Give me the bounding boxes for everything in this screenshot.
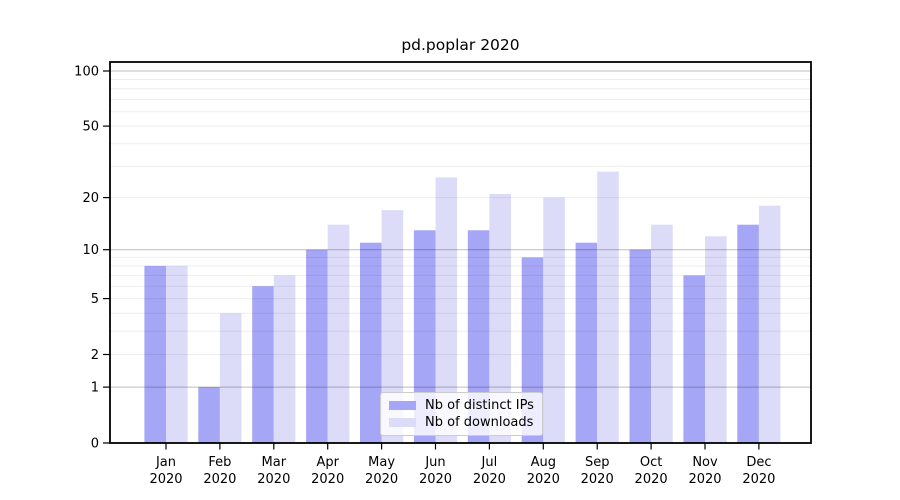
x-tick-year-jun: 2020	[419, 472, 452, 487]
legend-label-distinct-ips: Nb of distinct IPs	[425, 397, 534, 413]
x-tick-year-feb: 2020	[203, 472, 236, 487]
y-tick-label-0: 0	[91, 437, 99, 452]
x-tick-year-oct: 2020	[635, 472, 668, 487]
x-tick-year-may: 2020	[365, 472, 398, 487]
bar-distinct-ips-sep	[575, 242, 598, 443]
x-tick-label-mar: Mar	[262, 455, 287, 470]
bar-downloads-jul	[489, 193, 511, 443]
x-tick-label-oct: Oct	[640, 455, 662, 470]
x-tick-label-aug: Aug	[531, 455, 556, 470]
bar-downloads-nov	[705, 236, 727, 443]
legend-label-downloads: Nb of downloads	[425, 414, 534, 430]
bar-downloads-feb	[219, 313, 242, 443]
x-tick-year-sep: 2020	[581, 472, 614, 487]
plot-frame	[109, 61, 812, 444]
chart-title: pd.poplar 2020	[401, 36, 520, 54]
bar-distinct-ips-feb	[198, 387, 220, 443]
x-tick-label-dec: Dec	[746, 455, 771, 470]
legend-swatch-distinct-ips	[389, 400, 416, 410]
x-tick-label-apr: Apr	[316, 455, 339, 470]
bar-distinct-ips-oct	[629, 249, 652, 443]
x-tick-label-may: May	[368, 455, 395, 470]
bar-distinct-ips-jun	[413, 230, 436, 443]
y-tick-label-20: 20	[82, 191, 99, 206]
bar-downloads-apr	[327, 224, 350, 443]
bar-downloads-dec	[758, 205, 781, 443]
x-tick-label-sep: Sep	[585, 455, 610, 470]
y-tick-label-1: 1	[91, 381, 99, 396]
bar-downloads-oct	[651, 224, 673, 443]
y-tick-label-2: 2	[91, 348, 99, 363]
x-tick-year-apr: 2020	[311, 472, 344, 487]
bar-downloads-sep	[597, 171, 619, 443]
bar-distinct-ips-dec	[737, 224, 759, 443]
bar-downloads-may	[381, 210, 404, 443]
y-tick-label-5: 5	[91, 292, 99, 307]
y-tick-label-10: 10	[82, 243, 99, 258]
x-tick-year-aug: 2020	[527, 472, 560, 487]
y-tick-label-50: 50	[82, 120, 99, 135]
x-tick-year-mar: 2020	[257, 472, 290, 487]
bar-downloads-jun	[435, 177, 458, 443]
bar-distinct-ips-apr	[306, 249, 328, 443]
x-tick-label-jul: Jul	[481, 455, 498, 470]
legend-item-downloads: Nb of downloads	[389, 414, 534, 430]
x-tick-year-jul: 2020	[473, 472, 506, 487]
legend: Nb of distinct IPs Nb of downloads	[380, 392, 543, 436]
bar-downloads-jan	[166, 265, 188, 443]
bar-distinct-ips-jul	[467, 230, 490, 443]
x-tick-label-feb: Feb	[208, 455, 231, 470]
bar-downloads-aug	[543, 197, 565, 443]
x-tick-label-nov: Nov	[692, 455, 718, 470]
bar-distinct-ips-mar	[252, 286, 274, 443]
x-tick-label-jan: Jan	[155, 455, 176, 470]
x-tick-year-nov: 2020	[688, 472, 721, 487]
bar-downloads-mar	[273, 275, 296, 443]
x-tick-year-jan: 2020	[149, 472, 182, 487]
x-tick-year-dec: 2020	[742, 472, 775, 487]
legend-swatch-downloads	[389, 417, 416, 427]
bar-distinct-ips-may	[360, 242, 382, 443]
bar-distinct-ips-jan	[144, 265, 166, 443]
x-tick-label-jun: Jun	[424, 455, 445, 470]
legend-item-distinct-ips: Nb of distinct IPs	[389, 397, 534, 413]
bar-distinct-ips-nov	[683, 275, 705, 443]
y-tick-label-100: 100	[74, 65, 99, 80]
